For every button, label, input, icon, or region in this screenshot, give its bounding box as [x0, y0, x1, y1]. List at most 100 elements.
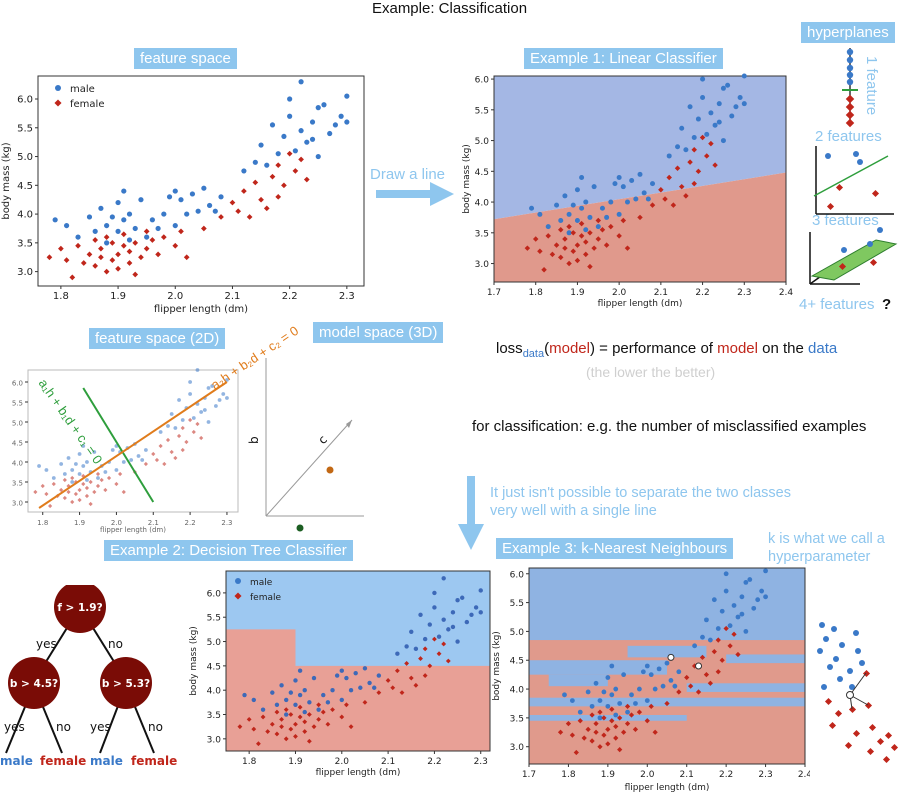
male-point [274, 702, 280, 707]
male-point [143, 448, 148, 452]
male-point [743, 580, 749, 585]
legend-male-marker [235, 578, 241, 584]
separation-note: It just isn't possible to separate the t… [490, 485, 791, 519]
female-point [274, 709, 280, 715]
male-point [641, 190, 647, 196]
female-point [98, 245, 104, 252]
male-point [284, 697, 289, 703]
female-point [298, 156, 304, 163]
x-tick-label: 1.8 [561, 770, 576, 780]
y-tick-label: 4.5 [207, 662, 221, 672]
male-point [741, 73, 747, 79]
male-point [637, 171, 643, 177]
male-band [686, 683, 805, 692]
y-tick-label: 3.5 [12, 480, 23, 488]
male-point [367, 680, 372, 686]
male-point [86, 214, 93, 220]
female-point [169, 449, 174, 455]
male-point [81, 464, 86, 468]
male-point [136, 454, 141, 458]
male-point [625, 709, 630, 715]
male-point [621, 672, 627, 678]
male-point [629, 178, 635, 184]
y-tick-label: 4.0 [510, 686, 525, 696]
male-point [579, 174, 585, 180]
male-point [325, 700, 331, 705]
male-point [708, 110, 714, 116]
edge-no-1: no [108, 637, 123, 651]
x-tick-label: 2.2 [282, 291, 298, 302]
male-point [473, 605, 479, 610]
male-point [98, 205, 104, 211]
x-tick-label: 1.7 [487, 288, 501, 298]
male-point [644, 663, 650, 669]
female-point [132, 271, 139, 278]
male-point [720, 85, 726, 91]
x-tick-label: 2.1 [225, 291, 241, 302]
male-point [201, 185, 207, 191]
female-point [114, 481, 119, 487]
male-point [624, 199, 630, 205]
male-point [700, 634, 705, 640]
plot-frame [37, 75, 365, 287]
male-point [569, 698, 575, 703]
male-point [104, 222, 110, 229]
male-point [339, 668, 344, 673]
female-point [570, 248, 576, 254]
legend-female-label: female [70, 99, 104, 110]
x-tick-label: 2.1 [654, 288, 668, 298]
male-point [180, 418, 185, 422]
male-point [206, 420, 211, 424]
male-point [166, 194, 173, 200]
male-band [726, 654, 805, 664]
female-point [118, 471, 123, 477]
male-point [585, 689, 591, 695]
male-point [297, 692, 303, 698]
left-node-label: b > 4.5? [10, 678, 58, 690]
female-point [51, 481, 56, 487]
male-point [609, 663, 615, 669]
x-axis-label: flipper length (dm) [100, 526, 166, 534]
y-tick-label: 5.5 [475, 106, 489, 116]
example3-label: Example 3: k-Nearest Neighbours [496, 538, 734, 559]
female-point [427, 663, 433, 669]
male-point [427, 622, 432, 627]
male-point [450, 610, 456, 615]
male-point [583, 199, 589, 205]
male-point [225, 396, 229, 400]
x-tick-label: 2.3 [474, 757, 488, 767]
x-tick-label: 2.4 [798, 770, 810, 780]
male-point [252, 159, 258, 165]
query-point [695, 662, 703, 670]
male-point [330, 687, 335, 693]
male-point [679, 125, 685, 131]
female-point [40, 483, 45, 489]
x-tick-label: 2.2 [427, 757, 441, 767]
male-point [321, 692, 326, 698]
right-node-label: b > 5.3? [102, 678, 150, 690]
male-point [344, 675, 349, 681]
male-point [478, 588, 483, 593]
male-point [629, 692, 634, 698]
male-point [570, 202, 576, 208]
female-point [151, 451, 156, 457]
female-point [154, 457, 160, 463]
male-point [309, 136, 316, 142]
female-point [199, 435, 204, 441]
female-point [617, 715, 623, 721]
female-point [132, 239, 139, 246]
male-point [353, 670, 358, 676]
female-point [69, 274, 76, 281]
legend-female-marker [234, 592, 242, 600]
male-point [700, 95, 706, 101]
male-point [719, 608, 725, 614]
female-point [620, 729, 627, 735]
female-point [143, 461, 148, 467]
male-point [597, 715, 603, 721]
female-point [281, 182, 287, 189]
y-tick-label: 4.5 [510, 657, 524, 667]
male-point [73, 462, 78, 466]
edge-yes-2: yes [4, 720, 25, 734]
female-point [339, 714, 345, 720]
male-point [741, 101, 747, 107]
